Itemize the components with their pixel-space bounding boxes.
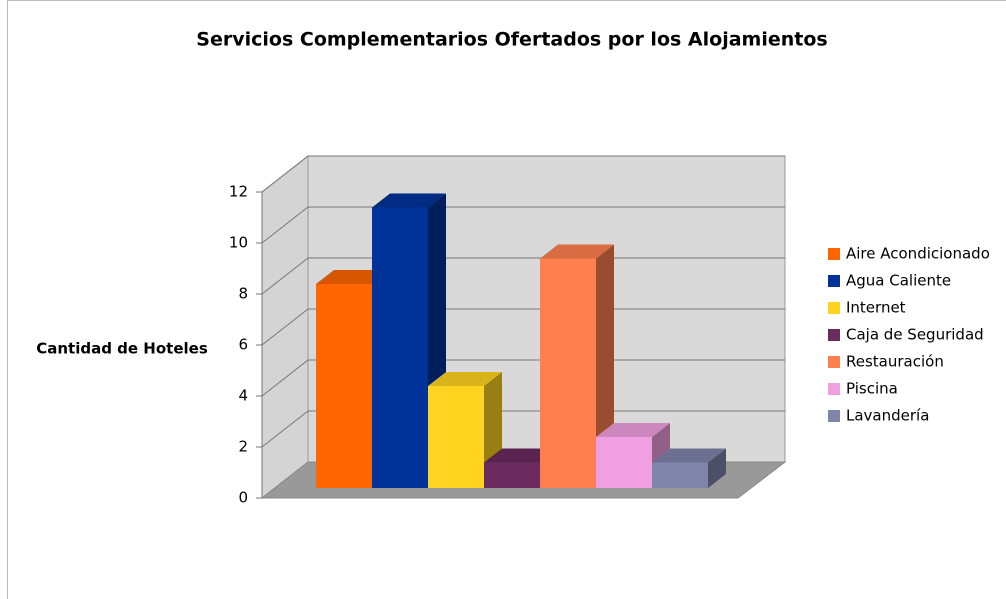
- bar-top-shade: [540, 244, 614, 259]
- y-tick-label: 0: [238, 489, 248, 507]
- bar-top-shade: [596, 423, 670, 437]
- legend-label: Aire Acondicionado: [846, 245, 990, 263]
- bar-front: [372, 207, 428, 488]
- bar-side: [708, 448, 726, 488]
- bar-front: [316, 284, 372, 488]
- legend-swatch: [828, 248, 840, 260]
- legend-label: Agua Caliente: [846, 272, 951, 290]
- y-tick-label: 12: [229, 183, 248, 201]
- bar-top: [652, 448, 726, 463]
- y-tick-label: 10: [229, 234, 248, 252]
- y-tick-label: 4: [238, 387, 248, 405]
- bar-top-shade: [372, 193, 446, 208]
- legend-swatch: [828, 275, 840, 287]
- grid-line: [261, 359, 785, 397]
- bar-top: [596, 423, 670, 437]
- legend-label: Piscina: [846, 380, 898, 398]
- legend-swatch: [828, 383, 840, 395]
- bar-top: [372, 193, 446, 208]
- grid-line: [261, 410, 785, 448]
- bar-front: [652, 462, 708, 488]
- bar-top-shade: [652, 448, 726, 463]
- legend-swatch: [828, 410, 840, 422]
- chart-title: Servicios Complementarios Ofertados por …: [196, 29, 827, 51]
- y-axis-label: Cantidad de Hoteles: [36, 340, 208, 358]
- bar-front: [540, 258, 596, 488]
- legend-swatch: [828, 329, 840, 341]
- grid-line: [261, 257, 785, 295]
- bar-top: [540, 244, 614, 259]
- y-tick-label: 6: [238, 336, 248, 354]
- grid-line: [261, 206, 785, 244]
- bar-top: [428, 372, 502, 386]
- grid-line: [261, 155, 785, 193]
- legend-label: Caja de Seguridad: [846, 326, 984, 344]
- frame: [7, 0, 1006, 599]
- bar: [652, 448, 726, 488]
- legend-swatch: [828, 302, 840, 314]
- bar-top-shade: [428, 372, 502, 386]
- bar-side-shade: [708, 448, 726, 488]
- y-tick-label: 2: [238, 438, 248, 456]
- bar-front: [596, 437, 652, 488]
- bar-front: [484, 462, 540, 488]
- bar-top-shade: [316, 270, 390, 284]
- bar-top-shade: [484, 448, 558, 463]
- grid-line: [261, 308, 785, 346]
- bar-top: [316, 270, 390, 284]
- legend-label: Internet: [846, 299, 906, 317]
- bar-top: [484, 448, 558, 463]
- legend-swatch: [828, 356, 840, 368]
- legend-label: Restauración: [846, 353, 944, 371]
- bar-front: [428, 386, 484, 488]
- legend-label: Lavandería: [846, 407, 929, 425]
- y-tick-label: 8: [238, 285, 248, 303]
